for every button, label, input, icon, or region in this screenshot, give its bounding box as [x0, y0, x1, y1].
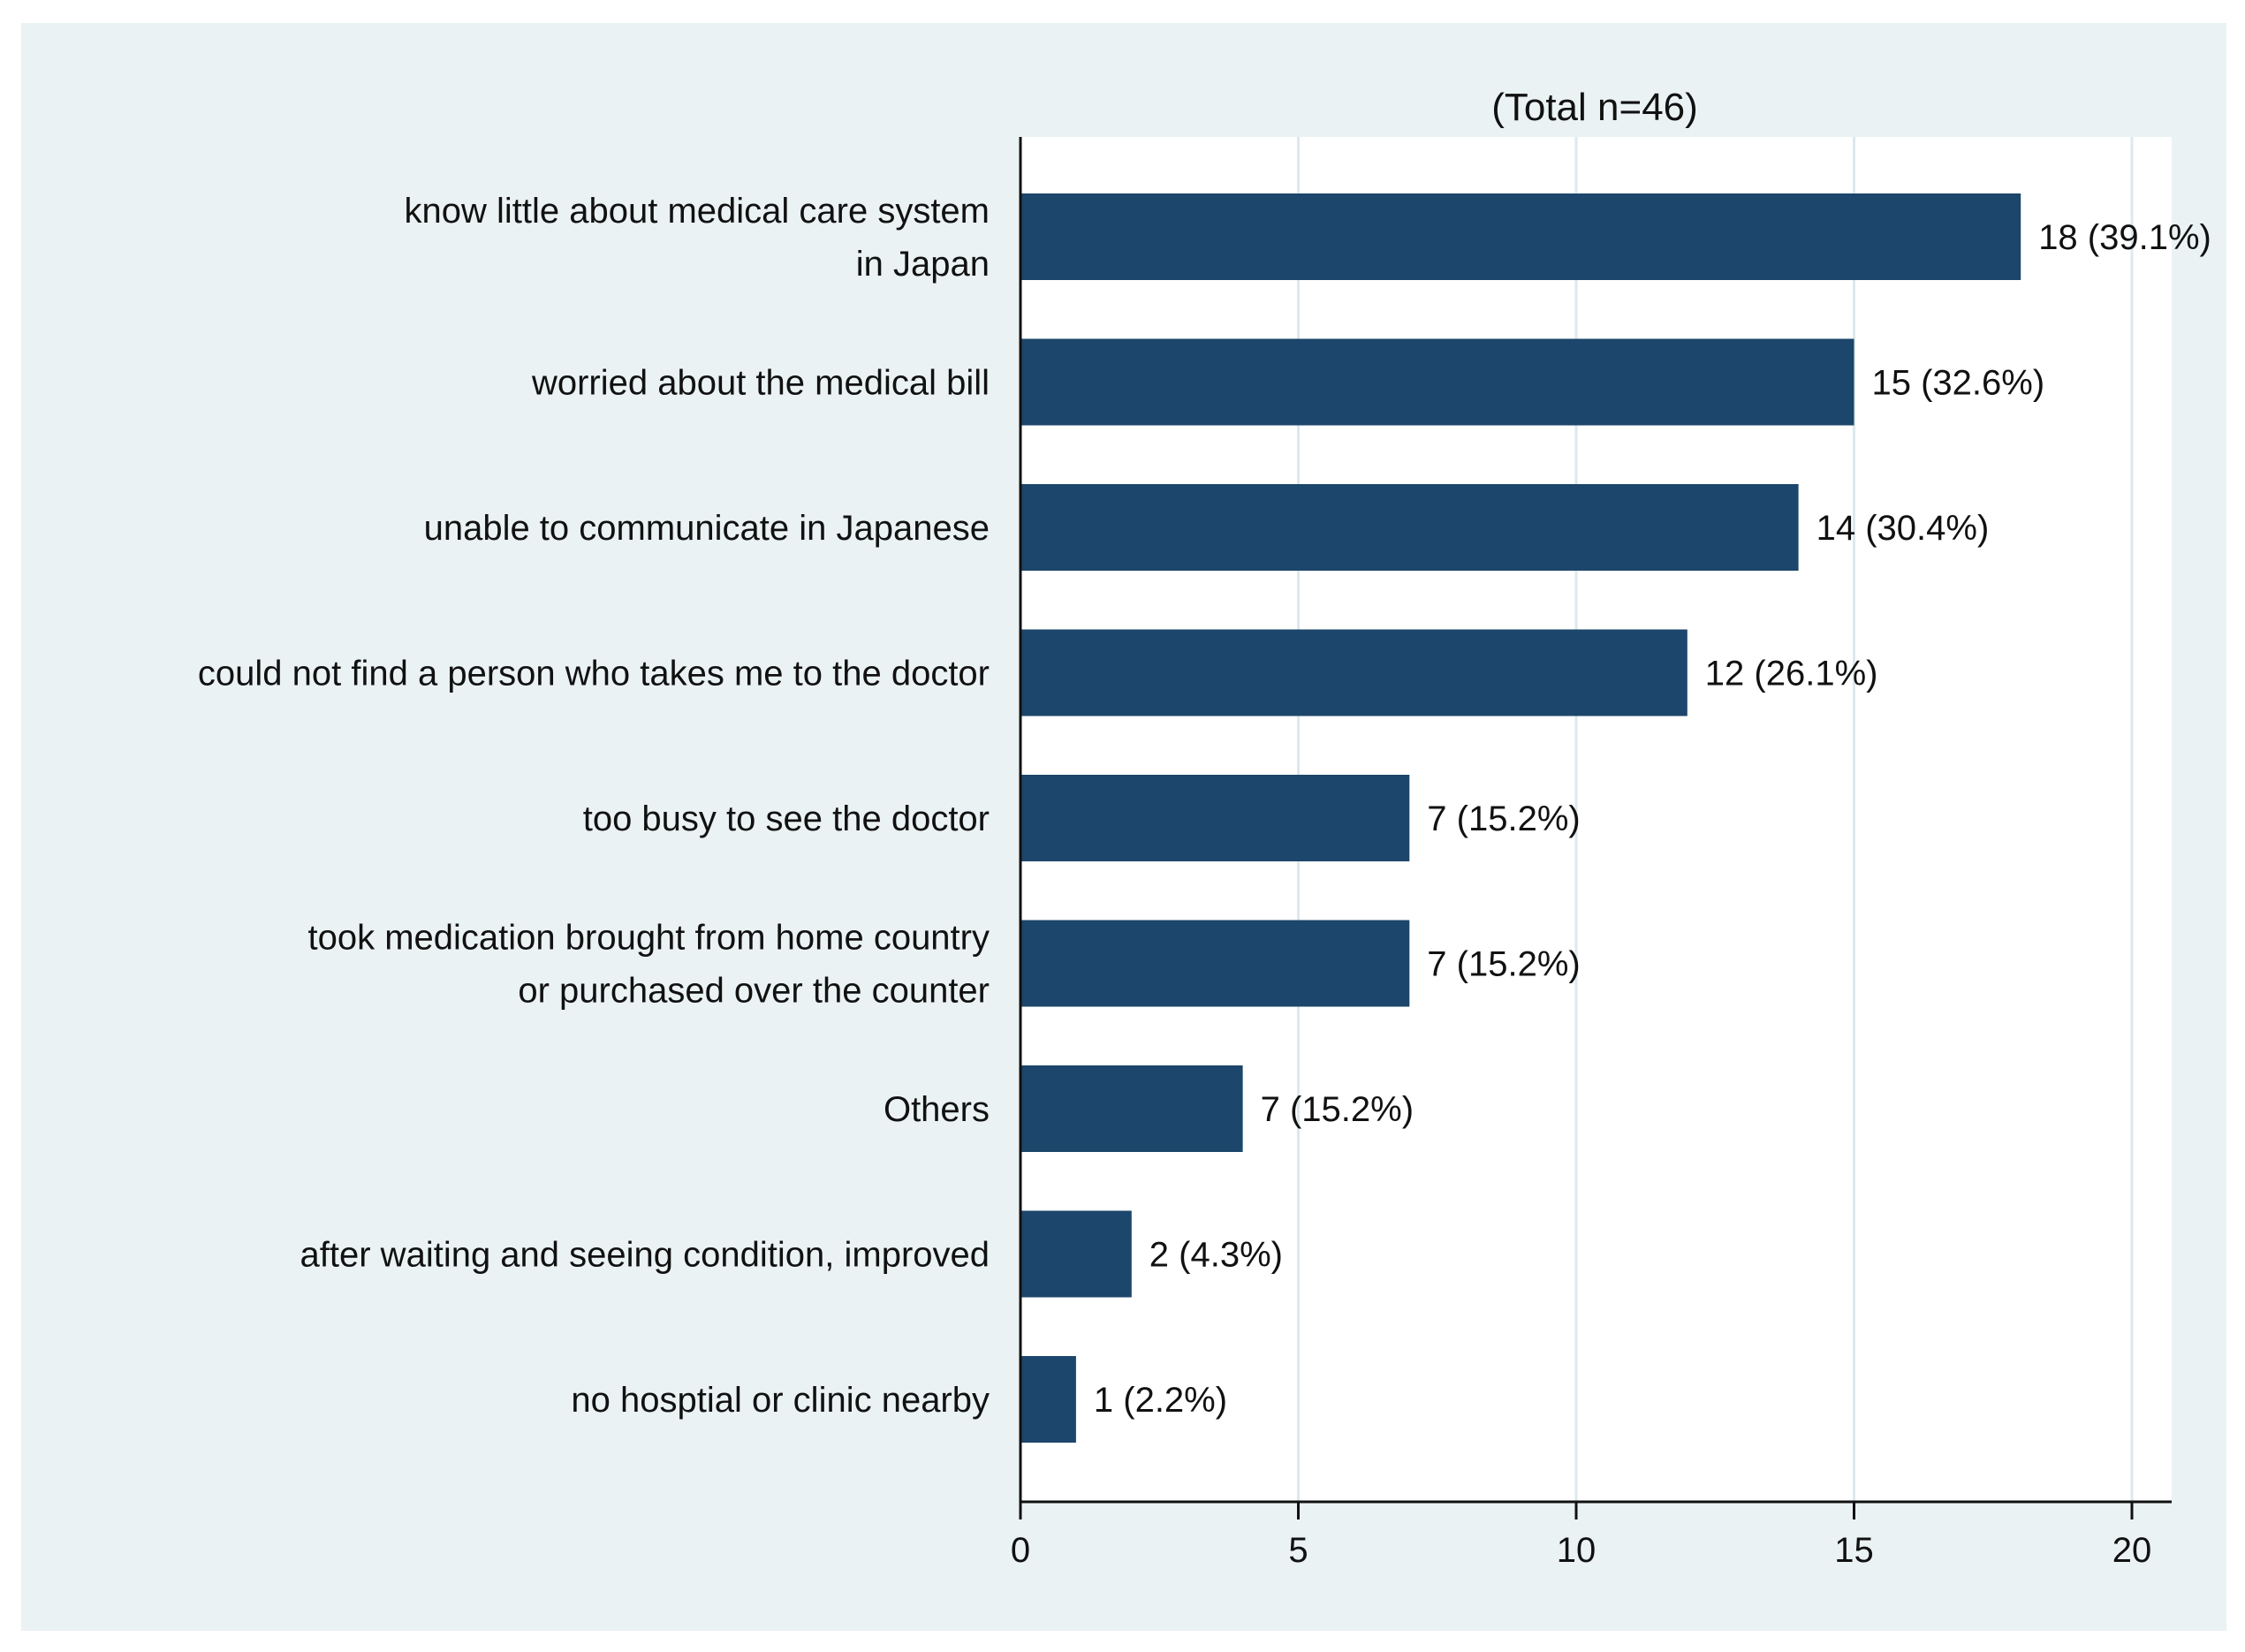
- bar: [1020, 193, 2021, 280]
- axes: 0 5 10 15 20: [1011, 137, 2172, 1570]
- category-label: could not find a person who takes me to …: [198, 655, 990, 693]
- category-label: Others: [884, 1090, 990, 1129]
- bar: [1020, 1210, 1132, 1298]
- x-tick-label: 10: [1557, 1531, 1597, 1570]
- bar: [1020, 1065, 1243, 1152]
- category-label: worried about the medical bill: [531, 364, 990, 403]
- x-tick-label: 5: [1288, 1531, 1308, 1570]
- data-label: 12 (26.1%): [1705, 655, 1878, 693]
- labels: 18 (39.1%) know little about medical care…: [198, 192, 2211, 1420]
- category-label: unable to communicate in Japanese: [424, 509, 990, 548]
- category-label: or purchased over the counter: [518, 972, 990, 1011]
- x-tick-label: 0: [1011, 1531, 1030, 1570]
- bar: [1020, 338, 1854, 426]
- data-label: 18 (39.1%): [2038, 218, 2211, 257]
- category-label: no hosptial or clinic nearby: [571, 1381, 990, 1420]
- data-label: 14 (30.4%): [1816, 509, 1990, 548]
- chart-title: (Total n=46): [1491, 86, 1698, 129]
- category-label: too busy to see the doctor: [583, 799, 990, 838]
- category-label: after waiting and seeing condition, impr…: [300, 1236, 990, 1275]
- bar: [1020, 1356, 1076, 1443]
- data-label: 15 (32.6%): [1872, 364, 2045, 403]
- data-label: 7 (15.2%): [1261, 1090, 1414, 1129]
- x-tick-label: 20: [2112, 1531, 2152, 1570]
- bar: [1020, 484, 1799, 571]
- data-label: 1 (2.2%): [1094, 1381, 1227, 1420]
- data-label: 7 (15.2%): [1427, 945, 1580, 984]
- category-label: in Japan: [856, 245, 990, 284]
- bars: [1020, 193, 2021, 1443]
- data-label: 7 (15.2%): [1427, 799, 1580, 838]
- category-label: know little about medical care system: [405, 192, 990, 231]
- bar: [1020, 775, 1410, 861]
- x-tick-label: 15: [1834, 1531, 1874, 1570]
- category-label: took medication brought from home countr…: [307, 919, 990, 958]
- data-label: 2 (4.3%): [1149, 1236, 1283, 1275]
- bar: [1020, 920, 1410, 1007]
- bar: [1020, 629, 1688, 716]
